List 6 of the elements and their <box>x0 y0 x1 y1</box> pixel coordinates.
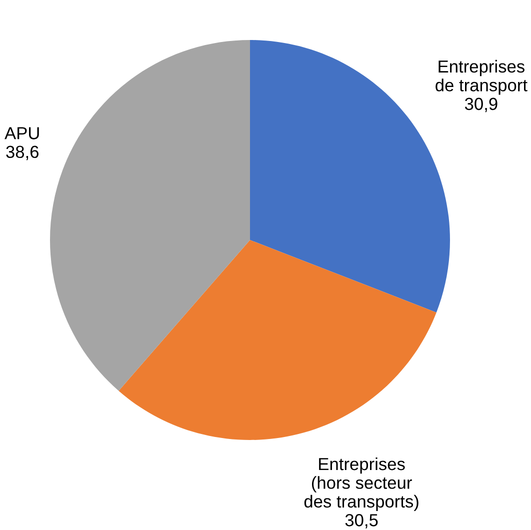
slice-label: APU <box>4 127 39 140</box>
data-label: 30,9 <box>464 98 498 112</box>
data-label: 38,6 <box>6 146 38 160</box>
slice-label: Entreprises (hors secteur des transports) <box>304 457 418 512</box>
slice-label: Entreprises de transport <box>436 60 528 95</box>
data-label: 30,5 <box>345 514 378 528</box>
